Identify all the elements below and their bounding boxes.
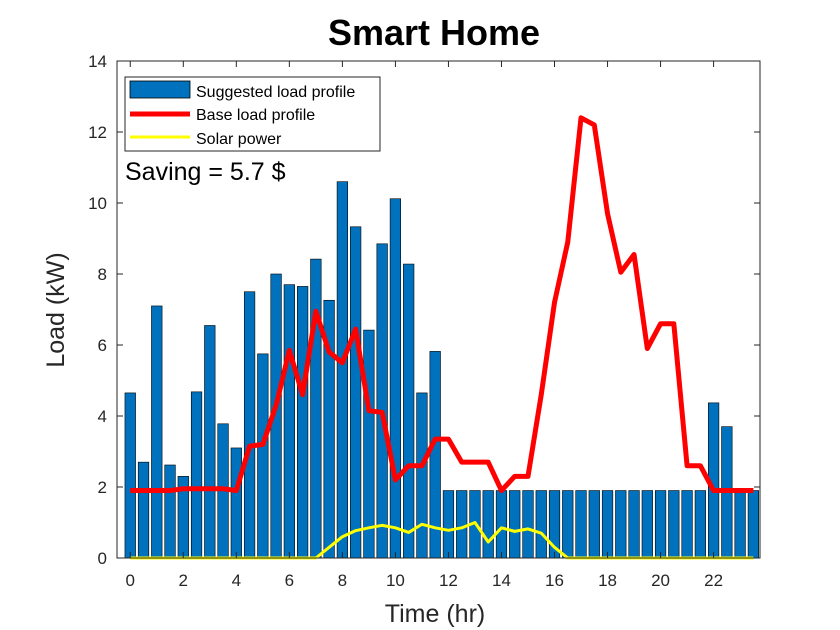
y-tick-label-12: 12 bbox=[88, 123, 107, 142]
legend-swatch-suggested bbox=[129, 80, 191, 99]
bar-40 bbox=[654, 490, 667, 559]
legend-label-suggested: Suggested load profile bbox=[196, 84, 355, 101]
bar-22 bbox=[416, 392, 428, 559]
bar-2 bbox=[151, 305, 163, 559]
bar-14 bbox=[310, 258, 322, 559]
x-tick-label-14: 14 bbox=[492, 571, 511, 590]
bar-41 bbox=[668, 490, 680, 559]
x-axis: 0 2 4 6 8 10 12 14 16 18 20 22 bbox=[126, 61, 723, 590]
bar-10 bbox=[257, 353, 269, 559]
bar-8 bbox=[230, 447, 242, 559]
bar-12 bbox=[283, 284, 295, 559]
y-tick-label-8: 8 bbox=[98, 265, 107, 284]
legend-label-solar: Solar power bbox=[196, 131, 282, 148]
saving-annotation: Saving = 5.7 $ bbox=[125, 158, 286, 186]
bar-21 bbox=[403, 263, 415, 559]
bar-13 bbox=[297, 286, 309, 559]
bar-3 bbox=[164, 464, 176, 559]
bar-6 bbox=[204, 325, 216, 559]
x-tick-label-8: 8 bbox=[338, 571, 347, 590]
y-tick-label-14: 14 bbox=[88, 52, 107, 71]
bar-16 bbox=[336, 181, 348, 559]
bar-0 bbox=[124, 392, 136, 559]
x-tick-label-10: 10 bbox=[386, 571, 405, 590]
bar-43 bbox=[694, 490, 706, 559]
bar-20 bbox=[389, 198, 402, 559]
bar-27 bbox=[482, 490, 494, 559]
legend-label-base: Base load profile bbox=[196, 107, 315, 124]
y-tick-label-10: 10 bbox=[88, 194, 107, 213]
y-tick-label-0: 0 bbox=[98, 549, 107, 568]
x-tick-label-16: 16 bbox=[545, 571, 564, 590]
y-tick-label-4: 4 bbox=[98, 407, 107, 426]
bar-46 bbox=[734, 490, 746, 559]
bar-25 bbox=[456, 490, 468, 559]
bar-18 bbox=[363, 329, 375, 559]
bar-29 bbox=[509, 490, 521, 559]
bar-34 bbox=[575, 490, 587, 559]
y-axis-label: Load (kW) bbox=[42, 252, 70, 367]
bar-36 bbox=[601, 490, 614, 559]
x-axis-label: Time (hr) bbox=[385, 600, 485, 628]
bar-47 bbox=[747, 490, 759, 559]
bar-38 bbox=[628, 490, 640, 559]
x-tick-label-12: 12 bbox=[439, 571, 458, 590]
chart-title: Smart Home bbox=[328, 12, 540, 53]
x-tick-label-22: 22 bbox=[704, 571, 723, 590]
bar-35 bbox=[588, 490, 600, 559]
y-tick-label-6: 6 bbox=[98, 336, 107, 355]
axes-box bbox=[116, 60, 761, 559]
bar-9 bbox=[243, 291, 256, 559]
bar-1 bbox=[137, 461, 150, 559]
bar-30 bbox=[522, 490, 534, 559]
bar-5 bbox=[190, 391, 203, 559]
x-tick-label-2: 2 bbox=[179, 571, 188, 590]
bar-17 bbox=[350, 226, 362, 559]
bar-42 bbox=[681, 490, 693, 559]
base-load-line bbox=[130, 115, 754, 494]
x-tick-label-4: 4 bbox=[232, 571, 241, 590]
x-tick-label-0: 0 bbox=[126, 571, 135, 590]
bar-24 bbox=[442, 490, 455, 559]
bar-33 bbox=[562, 490, 574, 559]
x-tick-label-6: 6 bbox=[285, 571, 294, 590]
bar-37 bbox=[615, 490, 627, 559]
legend: Suggested load profile Base load profile… bbox=[124, 76, 381, 152]
bar-19 bbox=[376, 243, 388, 559]
bar-28 bbox=[495, 490, 508, 559]
x-tick-label-20: 20 bbox=[651, 571, 670, 590]
y-axis: 0 2 4 6 8 10 12 14 bbox=[88, 52, 760, 568]
x-tick-label-18: 18 bbox=[598, 571, 617, 590]
bar-39 bbox=[641, 490, 653, 559]
bar-31 bbox=[535, 490, 547, 559]
y-tick-label-2: 2 bbox=[98, 478, 107, 497]
